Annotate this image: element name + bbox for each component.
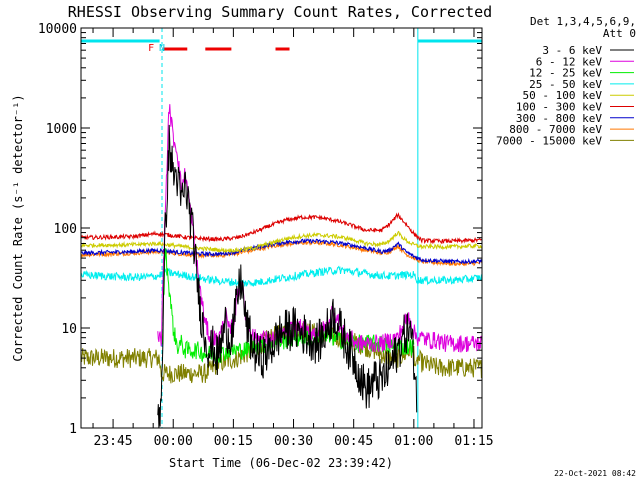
- legend-label-6-12-kev: 6 - 12 keV: [536, 55, 603, 68]
- timestamp: 22-Oct-2021 08:42: [554, 469, 636, 478]
- y-tick-label-1000: 1000: [46, 122, 77, 137]
- x-axis-label: Start Time (06-Dec-02 23:39:42): [169, 456, 393, 470]
- series-line-300-800-kev: [80, 237, 483, 265]
- x-tick-label-4: 00:30: [274, 434, 313, 449]
- legend-header-line-2: Att 0: [603, 27, 636, 40]
- x-tick-label-6: 01:00: [394, 434, 433, 449]
- x-tick-label-7: 01:15: [454, 434, 493, 449]
- chart-title: RHESSI Observing Summary Count Rates, Co…: [68, 3, 492, 21]
- flag-letter-n: N: [159, 43, 165, 54]
- series-line-25-50-kev: [80, 265, 483, 288]
- legend-label-300-800-kev: 300 - 800 keV: [516, 112, 602, 125]
- y-tick-label-100: 100: [54, 222, 77, 237]
- legend-label-12-25-kev: 12 - 25 keV: [529, 67, 602, 80]
- flag-letter-f: F: [148, 43, 154, 54]
- legend-label-800-7000-kev: 800 - 7000 keV: [509, 123, 602, 136]
- legend-label-3-6-kev: 3 - 6 keV: [542, 44, 602, 57]
- legend-label-25-50-kev: 25 - 50 keV: [529, 78, 602, 91]
- legend-header-line-1: Det 1,3,4,5,6,9,: [530, 15, 636, 28]
- y-axis-label: Corrected Count Rate (s⁻¹ detector⁻¹): [11, 94, 25, 361]
- legend-label-100-300-kev: 100 - 300 keV: [516, 101, 602, 114]
- series-line-50-100-kev: [80, 230, 483, 254]
- y-tick-label-10: 10: [61, 322, 77, 337]
- legend-label-7000-15000-kev: 7000 - 15000 keV: [496, 134, 602, 147]
- x-tick-label-2: 00:00: [154, 434, 193, 449]
- series-line-100-300-kev: [80, 212, 483, 245]
- y-tick-label-1: 1: [69, 422, 77, 437]
- y-tick-label-10000: 10000: [38, 22, 77, 37]
- x-tick-label-3: 00:15: [214, 434, 253, 449]
- ticks-layer: 1 10 100 1000 10000 23:45 00:00 00:15 00:30 00:45…: [38, 22, 494, 449]
- x-tick-label-1: 23:45: [94, 434, 133, 449]
- legend-label-50-100-kev: 50 - 100 keV: [523, 89, 603, 102]
- x-tick-label-5: 00:45: [334, 434, 373, 449]
- series-line-3-6-kev: [157, 124, 418, 429]
